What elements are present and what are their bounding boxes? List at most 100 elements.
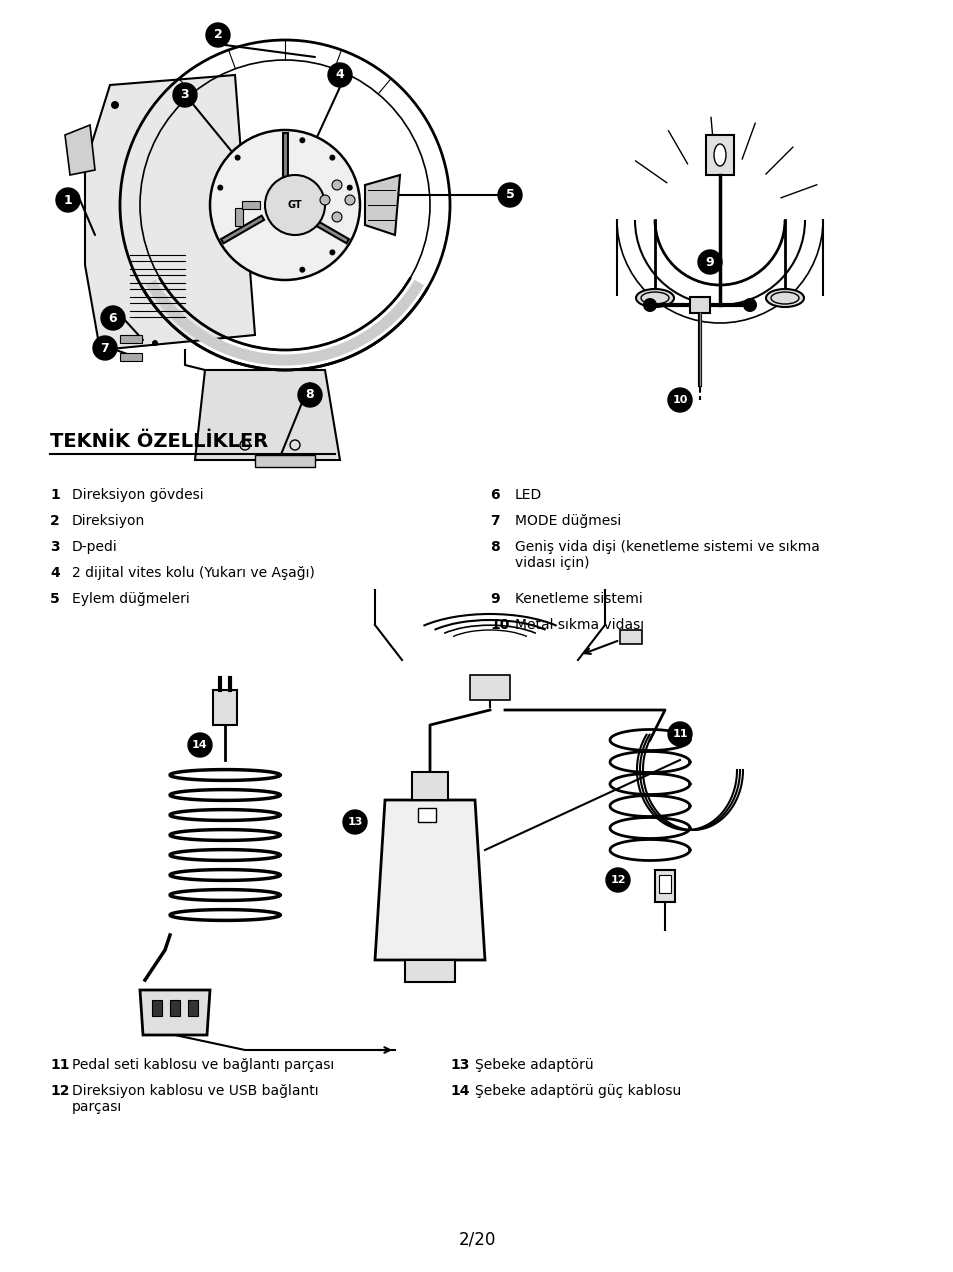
- Polygon shape: [375, 800, 484, 960]
- Circle shape: [297, 383, 322, 407]
- Ellipse shape: [765, 289, 803, 307]
- Bar: [242, 201, 260, 209]
- Circle shape: [329, 155, 335, 160]
- Text: 13: 13: [450, 1058, 469, 1072]
- Text: 2 dijital vites kolu (Yukarı ve Aşağı): 2 dijital vites kolu (Yukarı ve Aşağı): [71, 566, 314, 580]
- Bar: [120, 335, 142, 343]
- Text: 10: 10: [490, 618, 509, 632]
- Text: 2: 2: [213, 28, 222, 42]
- Bar: [412, 772, 448, 800]
- Circle shape: [101, 307, 125, 329]
- Bar: [120, 354, 142, 361]
- Text: 9: 9: [490, 591, 499, 605]
- Bar: [417, 808, 436, 822]
- Bar: [152, 1000, 162, 1016]
- Bar: [655, 870, 675, 902]
- Text: GT: GT: [288, 200, 302, 210]
- Text: Şebeke adaptörü: Şebeke adaptörü: [475, 1058, 593, 1072]
- Bar: [405, 960, 455, 982]
- Circle shape: [667, 388, 691, 412]
- Circle shape: [332, 181, 341, 190]
- Circle shape: [345, 195, 355, 205]
- Polygon shape: [140, 990, 210, 1035]
- Circle shape: [188, 733, 212, 757]
- Circle shape: [605, 868, 629, 892]
- Text: Direksiyon gövdesi: Direksiyon gövdesi: [71, 488, 203, 502]
- Text: 1: 1: [64, 193, 72, 206]
- Bar: [170, 1000, 180, 1016]
- Circle shape: [299, 267, 305, 272]
- Bar: [705, 135, 733, 176]
- Bar: [213, 689, 236, 725]
- Circle shape: [206, 23, 230, 47]
- Bar: [659, 875, 670, 893]
- Polygon shape: [194, 370, 339, 460]
- Circle shape: [346, 184, 353, 191]
- Text: MODE düğmesi: MODE düğmesi: [515, 514, 620, 528]
- Text: Direksiyon kablosu ve USB bağlantı
parçası: Direksiyon kablosu ve USB bağlantı parça…: [71, 1084, 318, 1114]
- Text: D-pedi: D-pedi: [71, 541, 117, 555]
- Text: TEKNİK ÖZELLİKLER: TEKNİK ÖZELLİKLER: [50, 432, 268, 452]
- Circle shape: [172, 83, 196, 107]
- Text: 1: 1: [50, 488, 60, 502]
- Text: 6: 6: [490, 488, 499, 502]
- Text: Direksiyon: Direksiyon: [71, 514, 145, 528]
- Circle shape: [265, 176, 325, 235]
- Text: 4: 4: [50, 566, 60, 580]
- Text: Eylem düğmeleri: Eylem düğmeleri: [71, 591, 190, 605]
- Circle shape: [698, 251, 721, 273]
- Text: 5: 5: [50, 591, 60, 605]
- Circle shape: [217, 184, 223, 191]
- Circle shape: [329, 249, 335, 256]
- Circle shape: [667, 722, 691, 745]
- Circle shape: [56, 188, 80, 212]
- Text: 7: 7: [490, 514, 499, 528]
- Text: 6: 6: [109, 312, 117, 324]
- Circle shape: [497, 183, 521, 207]
- Text: 7: 7: [100, 341, 110, 355]
- Text: 2: 2: [50, 514, 60, 528]
- Circle shape: [111, 321, 119, 329]
- Text: Geniş vida dişi (kenetleme sistemi ve sıkma
vidası için): Geniş vida dişi (kenetleme sistemi ve sı…: [515, 541, 819, 570]
- Circle shape: [319, 195, 330, 205]
- Circle shape: [328, 64, 352, 86]
- Text: 10: 10: [672, 396, 687, 404]
- Circle shape: [111, 100, 119, 109]
- Text: 12: 12: [610, 875, 625, 885]
- Text: 11: 11: [672, 729, 687, 739]
- Bar: [188, 1000, 198, 1016]
- Circle shape: [742, 298, 757, 312]
- Text: 4: 4: [335, 69, 344, 81]
- Text: 3: 3: [50, 541, 59, 555]
- Bar: [470, 675, 510, 700]
- Circle shape: [234, 155, 240, 160]
- Text: Şebeke adaptörü güç kablosu: Şebeke adaptörü güç kablosu: [475, 1084, 680, 1098]
- Bar: [619, 630, 641, 644]
- Bar: [254, 455, 314, 467]
- Text: 3: 3: [180, 89, 189, 102]
- Text: 12: 12: [50, 1084, 70, 1098]
- Circle shape: [332, 212, 341, 223]
- Circle shape: [92, 336, 117, 360]
- Text: 8: 8: [490, 541, 499, 555]
- Text: 5: 5: [505, 188, 514, 201]
- Ellipse shape: [636, 289, 673, 307]
- Circle shape: [642, 298, 657, 312]
- Text: Kenetleme sistemi: Kenetleme sistemi: [515, 591, 642, 605]
- Circle shape: [210, 130, 359, 280]
- Circle shape: [152, 340, 158, 346]
- Circle shape: [299, 137, 305, 144]
- Polygon shape: [85, 75, 254, 350]
- Circle shape: [343, 810, 367, 834]
- Polygon shape: [365, 176, 399, 235]
- Polygon shape: [65, 125, 95, 176]
- Ellipse shape: [713, 144, 725, 167]
- Text: Pedal seti kablosu ve bağlantı parçası: Pedal seti kablosu ve bağlantı parçası: [71, 1058, 334, 1072]
- Text: 13: 13: [347, 817, 362, 827]
- Text: 2/20: 2/20: [457, 1230, 496, 1248]
- Text: Metal sıkma vidası: Metal sıkma vidası: [515, 618, 643, 632]
- Text: LED: LED: [515, 488, 541, 502]
- Bar: [234, 209, 243, 226]
- Bar: [689, 296, 709, 313]
- Text: 11: 11: [50, 1058, 70, 1072]
